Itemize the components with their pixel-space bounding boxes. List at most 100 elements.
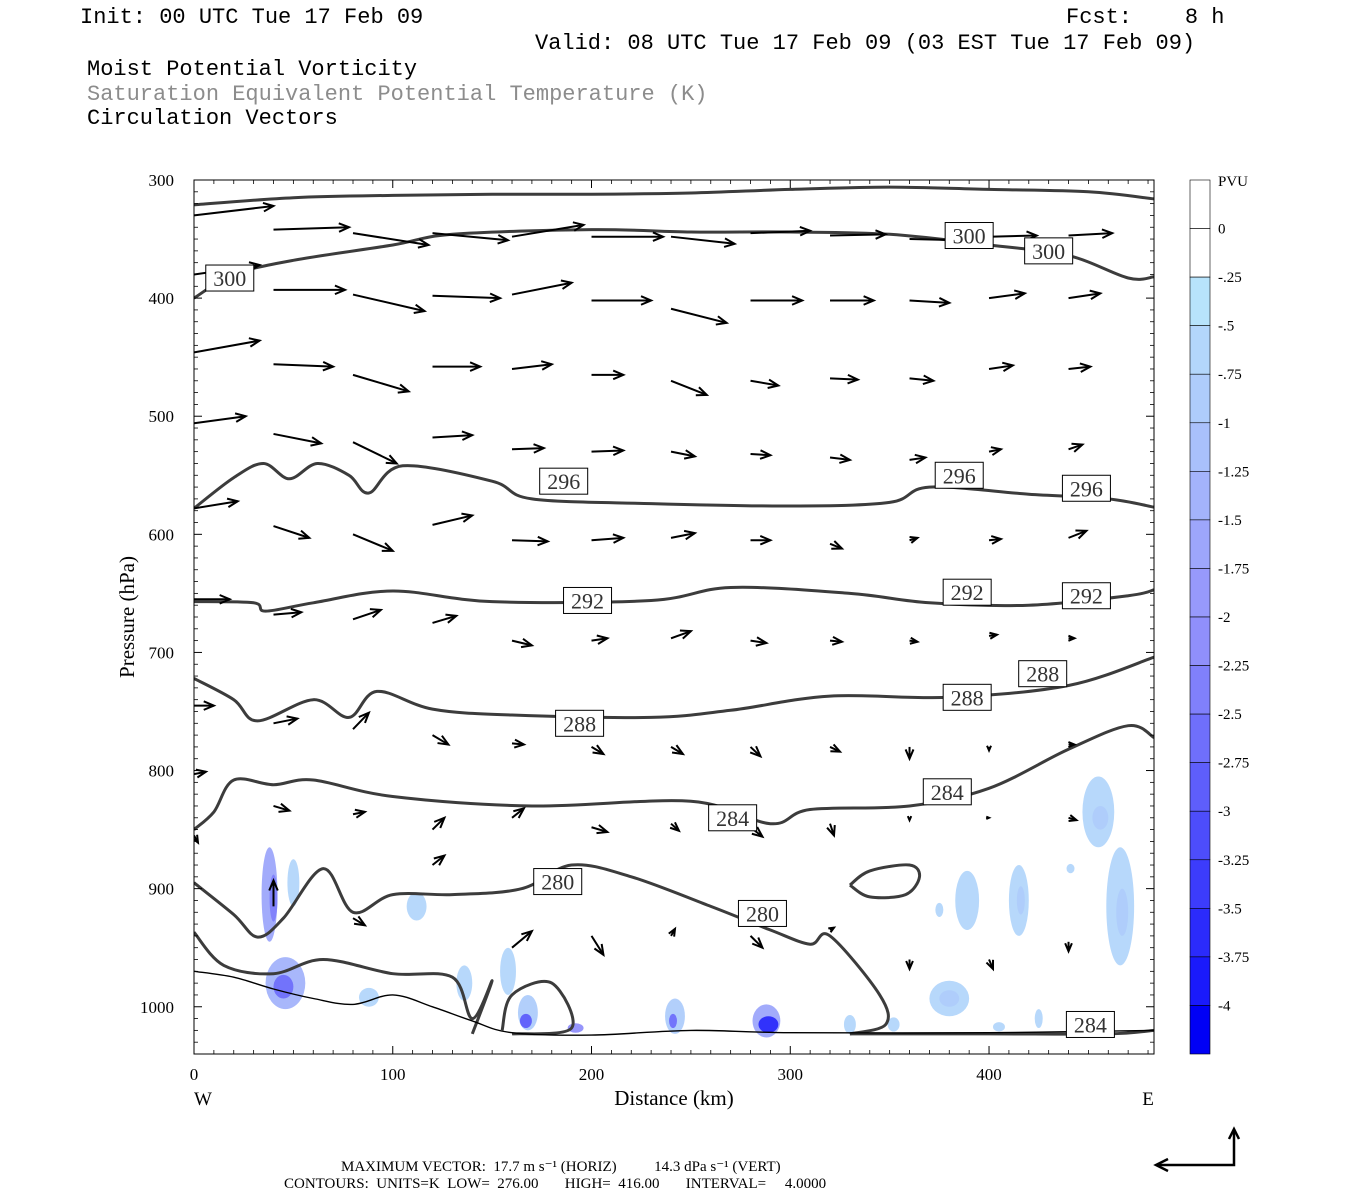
vector-head	[1075, 529, 1089, 540]
contour-label: 300	[944, 222, 994, 250]
field-title-vectors: Circulation Vectors	[87, 106, 338, 131]
vector-head	[593, 943, 605, 957]
vector-head	[413, 303, 428, 314]
vector-head	[751, 826, 765, 839]
vector-head	[1068, 814, 1079, 823]
east-label: E	[1142, 1089, 1154, 1110]
colorbar-label: -.75	[1218, 367, 1242, 383]
west-label: W	[194, 1089, 212, 1110]
vector-head	[226, 497, 241, 508]
circulation-vector	[670, 744, 686, 756]
contour-label-text: 280	[746, 901, 779, 926]
circulation-vector	[1068, 289, 1103, 300]
circulation-vector	[749, 745, 763, 759]
circulation-vector	[352, 232, 432, 249]
colorbar-label: -2	[1218, 610, 1231, 626]
vector-shaft	[431, 817, 446, 831]
circulation-vector	[1068, 741, 1078, 749]
circulation-vector	[591, 231, 666, 242]
circulation-vector	[273, 361, 336, 372]
vector-head	[831, 540, 845, 550]
circulation-vector	[194, 497, 241, 510]
contour-label-text: 296	[1070, 476, 1103, 501]
vector-shaft	[432, 232, 509, 242]
circulation-vector	[511, 806, 526, 819]
theta-es-contour-280	[848, 863, 922, 900]
vector-shaft	[511, 447, 544, 451]
vector-shaft	[273, 432, 322, 445]
theta-es-contour-296	[194, 461, 1154, 510]
vector-shaft	[1068, 292, 1101, 300]
vector-head	[461, 430, 475, 441]
circulation-vector	[670, 629, 694, 640]
plot-frame	[193, 179, 1155, 1055]
y-tick-label: 900	[149, 880, 175, 899]
circulation-vector	[431, 853, 447, 866]
contour-label: 292	[563, 586, 613, 614]
vector-head	[1071, 442, 1085, 453]
circulation-vector	[909, 636, 921, 645]
contour-label-box	[205, 264, 255, 292]
circulation-vector	[830, 229, 889, 240]
vector-head	[1068, 634, 1078, 642]
vector-shaft	[909, 299, 950, 304]
vector-shaft	[511, 930, 533, 949]
circulation-vector	[511, 929, 534, 949]
vector-head	[799, 225, 813, 237]
contour-label: 280	[737, 899, 787, 927]
colorbar-label: -.25	[1218, 270, 1242, 286]
vector-head	[715, 315, 730, 326]
mpv-patch	[1034, 1009, 1043, 1029]
vector-head	[489, 292, 503, 303]
vector-shaft	[511, 363, 552, 370]
contour-label-box	[922, 778, 972, 806]
mpv-patch	[273, 974, 294, 999]
y-axis-label: Pressure (hPa)	[115, 556, 139, 678]
contour-label-box	[563, 586, 613, 614]
colorbar-label: -4	[1218, 998, 1231, 1014]
circulation-vector	[988, 535, 1004, 545]
vector-head	[433, 853, 447, 866]
mpv-patch	[1016, 886, 1025, 915]
contour-label: 288	[1018, 660, 1068, 688]
circulation-vector	[909, 297, 952, 308]
vector-head	[751, 937, 765, 950]
vector-head	[985, 959, 995, 972]
contour-label-text: 284	[716, 806, 749, 831]
circulation-vector	[591, 824, 610, 835]
vector-shaft	[590, 935, 605, 956]
vector-head	[521, 929, 534, 942]
vector-shaft	[194, 500, 238, 510]
vector-head	[322, 361, 336, 372]
colorbar-label: -3	[1218, 804, 1231, 820]
vector-head	[520, 638, 535, 649]
circulation-vector	[511, 221, 587, 238]
circulation-vector	[273, 525, 312, 540]
vector-head	[612, 445, 626, 457]
field-title-theta-es: Saturation Equivalent Potential Temperat…	[87, 82, 708, 107]
vector-head	[219, 594, 233, 605]
circulation-vector	[750, 636, 769, 647]
contour-label-box	[1065, 1010, 1115, 1038]
vector-shaft	[352, 711, 370, 730]
vector-shaft	[750, 453, 771, 457]
vector-shaft	[591, 449, 624, 453]
vector-head	[369, 608, 384, 618]
axes: 300 400 500 600 700 800 900 1000 0 100 200 300 400	[140, 171, 1154, 1084]
vector-head	[1001, 361, 1016, 373]
contour-label: 300	[1024, 237, 1074, 265]
reference-vector-icon	[1153, 1126, 1241, 1173]
vector-head	[909, 636, 921, 645]
vector-head	[397, 383, 412, 394]
max-vector-footer: MAXIMUM VECTOR: 17.7 m s⁻¹ (HORIZ) 14.3 …	[341, 1159, 781, 1175]
vector-head	[831, 636, 845, 646]
vector-head	[290, 607, 304, 619]
contour-label-box	[737, 899, 787, 927]
theta-es-contour-284	[194, 724, 1154, 831]
contour-label-box	[934, 461, 984, 489]
circulation-vector	[670, 379, 710, 397]
circulation-vector	[829, 540, 845, 550]
contour-info-footer: CONTOURS: UNITS=K LOW= 276.00 HIGH= 416.…	[284, 1176, 827, 1192]
vector-shaft	[352, 608, 382, 621]
colorbar-box	[1189, 762, 1211, 812]
